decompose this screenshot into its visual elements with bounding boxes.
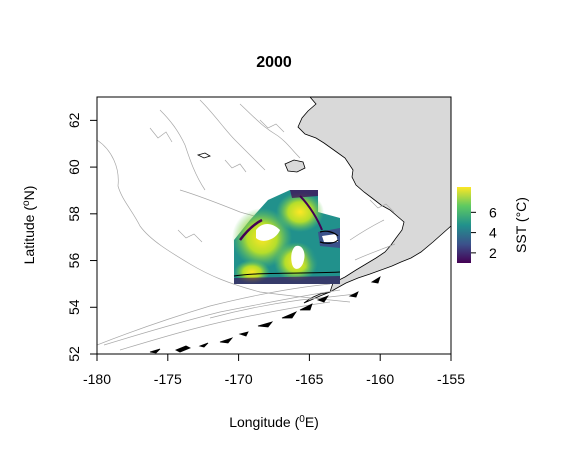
nunivak-island <box>284 159 306 173</box>
colorbar-ticks: 2 4 6 <box>471 204 497 261</box>
x-tick-label: -180 <box>83 371 111 387</box>
colorbar-gradient <box>457 187 471 263</box>
pribilof-island <box>196 152 211 159</box>
colorbar-tick-label: 2 <box>489 245 497 261</box>
colorbar-title: SST (°C) <box>513 197 529 253</box>
y-axis-label: Latitude (oN) <box>21 186 37 265</box>
x-tick-label: -175 <box>154 371 182 387</box>
colorbar-tick-label: 6 <box>489 204 497 220</box>
x-tick-label: -165 <box>295 371 323 387</box>
y-tick-label: 58 <box>66 206 82 222</box>
alaska-peninsula-tip <box>303 291 331 304</box>
y-tick-label: 56 <box>66 253 82 269</box>
map-panel <box>97 97 451 354</box>
y-tick-label: 52 <box>66 346 82 362</box>
x-axis-label: Longitude (0E) <box>229 414 319 430</box>
y-axis: 52 54 56 58 60 62 <box>66 112 97 362</box>
x-tick-label: -155 <box>437 371 465 387</box>
y-tick-label: 62 <box>66 112 82 128</box>
y-tick-label: 60 <box>66 159 82 175</box>
sst-colorbar: 2 4 6 SST (°C) <box>457 187 529 263</box>
chart-title: 2000 <box>256 54 292 71</box>
y-tick-label: 54 <box>66 299 82 315</box>
aleutian-islands <box>149 276 381 354</box>
alaska-landmass <box>297 97 451 293</box>
colorbar-tick-label: 4 <box>489 225 497 241</box>
sst-field <box>232 190 341 284</box>
x-tick-label: -160 <box>366 371 394 387</box>
x-tick-label: -170 <box>225 371 253 387</box>
plot-frame <box>96 96 452 355</box>
bathymetry-contours <box>97 99 396 351</box>
x-axis: -180 -175 -170 -165 -160 -155 <box>83 354 465 387</box>
